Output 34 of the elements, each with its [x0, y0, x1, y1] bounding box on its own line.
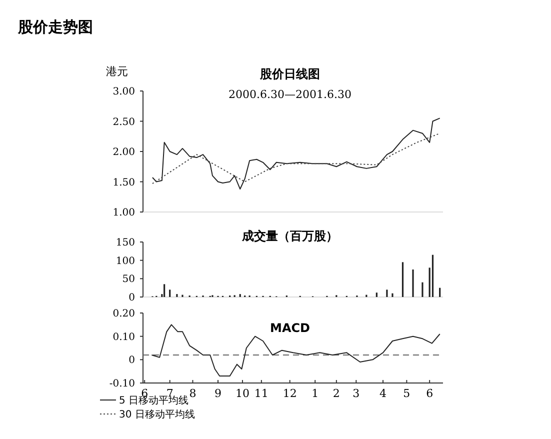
x-tick-label: 8	[189, 387, 196, 400]
y-tick-label: -0.10	[109, 378, 135, 390]
y-tick-label: 50	[122, 274, 135, 286]
y-tick-label: 0	[128, 355, 135, 366]
y-tick-label: 150	[116, 238, 135, 248]
x-tick-label: 6	[426, 387, 434, 400]
y-tick-label: 1.00	[112, 208, 135, 218]
line-series	[151, 324, 440, 376]
y-tick-label: 100	[116, 256, 135, 267]
y-tick-label: 2.50	[112, 116, 135, 128]
x-tick-label: 5	[403, 387, 410, 400]
y-tick-label: 2.00	[112, 147, 135, 158]
y-tick-label: 3.00	[112, 86, 135, 98]
chart-subtitle: 2000.6.30—2001.6.30	[228, 88, 352, 101]
y-tick-label: 1.50	[112, 177, 135, 188]
x-tick-label: 4	[380, 387, 386, 400]
x-tick-label: 9	[214, 387, 222, 400]
y-tick-label: 0	[128, 292, 135, 304]
legend-label: 30 日移动平均线	[119, 408, 195, 420]
x-tick-label: 2	[332, 387, 340, 400]
text: MACD	[270, 321, 310, 335]
chart-title: 股价日线图	[259, 67, 320, 81]
chart-title: 成交量（百万股）	[241, 229, 338, 243]
x-tick-label: 10	[235, 387, 250, 400]
x-tick-label: 1	[312, 387, 319, 400]
x-tick-label: 12	[282, 387, 297, 400]
y-tick-label: 0.10	[112, 332, 135, 343]
x-tick-label: 3	[352, 387, 360, 400]
line-series	[152, 132, 440, 184]
x-tick-label: 11	[254, 387, 268, 400]
line-series	[152, 118, 440, 190]
y-tick-label: 0.20	[112, 308, 135, 320]
text: 股价走势图	[17, 18, 93, 36]
y-axis-title: 港元	[106, 65, 128, 78]
